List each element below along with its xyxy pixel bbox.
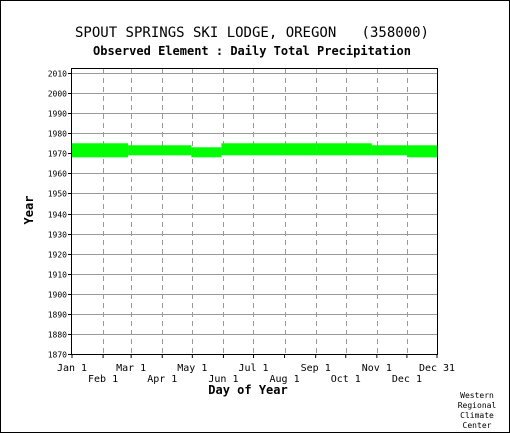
x-tick-label-lower: Jun 1 (208, 374, 238, 385)
x-tick-label-upper: Dec 31 (419, 363, 455, 374)
record-bar (249, 143, 284, 156)
x-tick-label-lower: Feb 1 (88, 374, 118, 385)
record-bar (316, 143, 372, 156)
x-tick-label-lower: Oct 1 (331, 374, 361, 385)
x-tick-label-upper: Jan 1 (57, 363, 87, 374)
record-bar (221, 143, 250, 156)
y-tick-label: 1980 (48, 130, 67, 139)
credit-line-4: Center (463, 421, 492, 430)
x-tick-label-lower: Aug 1 (270, 374, 300, 385)
y-tick-label: 1870 (48, 351, 67, 360)
x-tick-label-upper: Mar 1 (116, 363, 146, 374)
y-tick-label: 1990 (48, 110, 67, 119)
y-tick-label: 1910 (48, 271, 67, 280)
credit-line-3: Climate (460, 411, 494, 420)
x-tick-label-upper: Jul 1 (238, 363, 268, 374)
chart-subtitle: Observed Element : Daily Total Precipita… (93, 44, 411, 58)
y-tick-label: 1920 (48, 251, 67, 260)
y-tick-label: 1900 (48, 291, 67, 300)
y-axis-ticks: 2010 2000 1990 1980 1970 1960 1950 1940 1930 1920… (48, 70, 72, 360)
x-tick-label-upper: Nov 1 (362, 363, 392, 374)
data-bars (72, 143, 437, 158)
y-tick-label: 1950 (48, 190, 67, 199)
y-tick-label: 2000 (48, 90, 67, 99)
credit-block: Western Regional Climate Center (458, 391, 497, 430)
x-tick-label-upper: Sep 1 (301, 363, 331, 374)
y-tick-label: 1940 (48, 211, 67, 220)
plot-border (71, 68, 438, 355)
y-tick-label: 1930 (48, 231, 67, 240)
y-axis-label: Year (22, 196, 36, 225)
credit-line-1: Western (460, 391, 494, 400)
grid-lines (72, 69, 437, 355)
record-bar (128, 145, 192, 156)
y-tick-label: 2010 (48, 70, 67, 79)
y-tick-label: 1960 (48, 170, 67, 179)
x-axis-label: Day of Year (208, 383, 287, 397)
x-tick-label-upper: May 1 (177, 363, 207, 374)
record-bar (72, 143, 129, 158)
x-tick-label-lower: Apr 1 (147, 374, 177, 385)
chart-title: SPOUT SPRINGS SKI LODGE, OREGON (358000) (75, 25, 429, 41)
y-tick-label: 1890 (48, 311, 67, 320)
y-tick-label: 1880 (48, 331, 67, 340)
record-bar (283, 143, 317, 156)
credit-line-2: Regional (458, 401, 497, 410)
record-bar (191, 147, 222, 158)
y-tick-label: 1970 (48, 150, 67, 159)
record-bar (371, 145, 407, 156)
x-tick-label-lower: Dec 1 (392, 374, 422, 385)
record-bar (406, 145, 437, 158)
x-axis-ticks: Jan 1 Mar 1 May 1 Jul 1 Sep 1 Nov 1 Dec 31 Feb … (57, 354, 455, 385)
